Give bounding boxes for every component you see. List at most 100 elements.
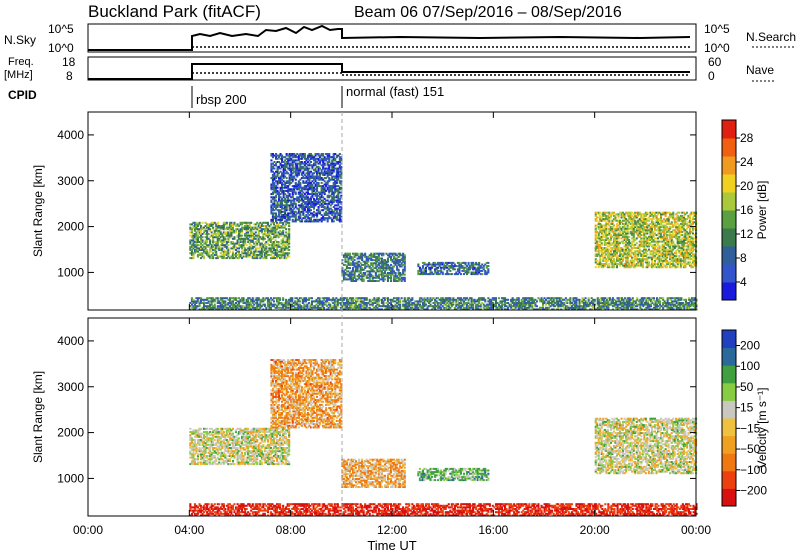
heatmap-cell <box>629 242 632 245</box>
heatmap-cell <box>676 235 679 238</box>
heatmap-cell <box>279 233 282 235</box>
heatmap-cell <box>314 153 317 155</box>
heatmap-cell <box>271 255 274 258</box>
heatmap-cell <box>672 255 675 257</box>
heatmap-cell <box>203 302 206 304</box>
heatmap-cell <box>663 235 666 238</box>
heatmap-cell <box>306 183 309 186</box>
heatmap-cell <box>238 236 241 239</box>
heatmap-cell <box>606 222 609 225</box>
heatmap-cell <box>599 219 602 222</box>
heatmap-cell <box>190 306 193 309</box>
heatmap-cell <box>458 266 461 269</box>
heatmap-cell <box>655 242 658 245</box>
heatmap-cell <box>275 220 278 223</box>
heatmap-cell <box>615 235 618 238</box>
heatmap-cell <box>355 254 358 257</box>
heatmap-cell <box>275 206 278 208</box>
heatmap-cell <box>673 259 676 262</box>
heatmap-cell <box>286 239 289 242</box>
heatmap-cell <box>634 250 637 253</box>
heatmap-cell <box>291 164 294 167</box>
heatmap-cell <box>361 259 364 262</box>
heatmap-cell <box>270 206 273 208</box>
heatmap-cell <box>599 224 602 227</box>
heatmap-cell <box>189 241 192 243</box>
heatmap-cell <box>200 237 203 240</box>
heatmap-cell <box>306 220 309 223</box>
heatmap-cell <box>615 237 618 240</box>
heatmap-cell <box>650 266 653 269</box>
heatmap-cell <box>356 252 359 255</box>
heatmap-cell <box>251 237 254 240</box>
heatmap-cell <box>212 242 215 245</box>
heatmap-cell <box>219 297 222 300</box>
heatmap-cell <box>269 253 272 256</box>
heatmap-cell <box>632 251 635 254</box>
heatmap-cell <box>189 226 192 229</box>
heatmap-cell <box>655 211 658 214</box>
heatmap-cell <box>619 234 622 237</box>
heatmap-cell <box>288 209 291 212</box>
heatmap-cell <box>288 165 291 168</box>
heatmap-cell <box>216 245 219 248</box>
heatmap-cell <box>325 214 328 216</box>
heatmap-cell <box>669 263 672 265</box>
heatmap-cell <box>365 276 368 279</box>
heatmap-cell <box>253 303 256 306</box>
heatmap-cell <box>441 273 444 276</box>
heatmap-cell <box>281 185 284 188</box>
heatmap-cell <box>300 177 303 180</box>
heatmap-cell <box>660 266 663 269</box>
heatmap-cell <box>596 224 599 227</box>
heatmap-cell <box>296 207 299 210</box>
heatmap-cell <box>189 302 192 304</box>
heatmap-cell <box>615 243 618 246</box>
heatmap-cell <box>236 257 239 260</box>
heatmap-cell <box>305 214 308 216</box>
heatmap-cell <box>658 235 661 238</box>
heatmap-cell <box>247 225 250 227</box>
heatmap-cell <box>632 256 635 259</box>
heatmap-cell <box>644 213 647 216</box>
heatmap-cell <box>340 201 343 204</box>
heatmap-cell <box>295 306 298 309</box>
heatmap-cell <box>294 162 297 165</box>
heatmap-cell <box>239 255 242 258</box>
heatmap-cell <box>635 237 638 240</box>
heatmap-cell <box>303 162 306 165</box>
heatmap-cell <box>594 235 597 238</box>
heatmap-cell <box>606 234 609 237</box>
heatmap-cell <box>609 259 612 262</box>
heatmap-cell <box>281 178 284 181</box>
heatmap-cell <box>241 298 244 301</box>
heatmap-cell <box>626 222 629 225</box>
heatmap-cell <box>311 220 314 223</box>
heatmap-cell <box>402 272 405 274</box>
heatmap-cell <box>322 217 325 220</box>
heatmap-cell <box>293 188 296 191</box>
heatmap-cell <box>638 218 641 221</box>
heatmap-cell <box>259 298 262 301</box>
heatmap-cell <box>628 213 631 216</box>
heatmap-cell <box>238 302 241 304</box>
heatmap-cell <box>664 211 667 214</box>
heatmap-cell <box>275 180 278 183</box>
heatmap-cell <box>390 270 393 273</box>
heatmap-cell <box>321 300 324 303</box>
heatmap-cell <box>299 204 302 207</box>
heatmap-cell <box>294 303 297 306</box>
heatmap-cell <box>660 214 663 217</box>
heatmap-cell <box>390 273 393 276</box>
heatmap-cell <box>373 255 376 258</box>
heatmap-cell <box>306 175 309 178</box>
heatmap-cell <box>629 222 632 225</box>
heatmap-cell <box>221 308 224 311</box>
heatmap-cell <box>285 206 288 208</box>
heatmap-cell <box>316 165 319 168</box>
heatmap-cell <box>328 207 331 210</box>
heatmap-cell <box>274 253 277 256</box>
heatmap-cell <box>356 275 359 278</box>
heatmap-cell <box>337 167 340 170</box>
heatmap-cell <box>641 230 644 233</box>
